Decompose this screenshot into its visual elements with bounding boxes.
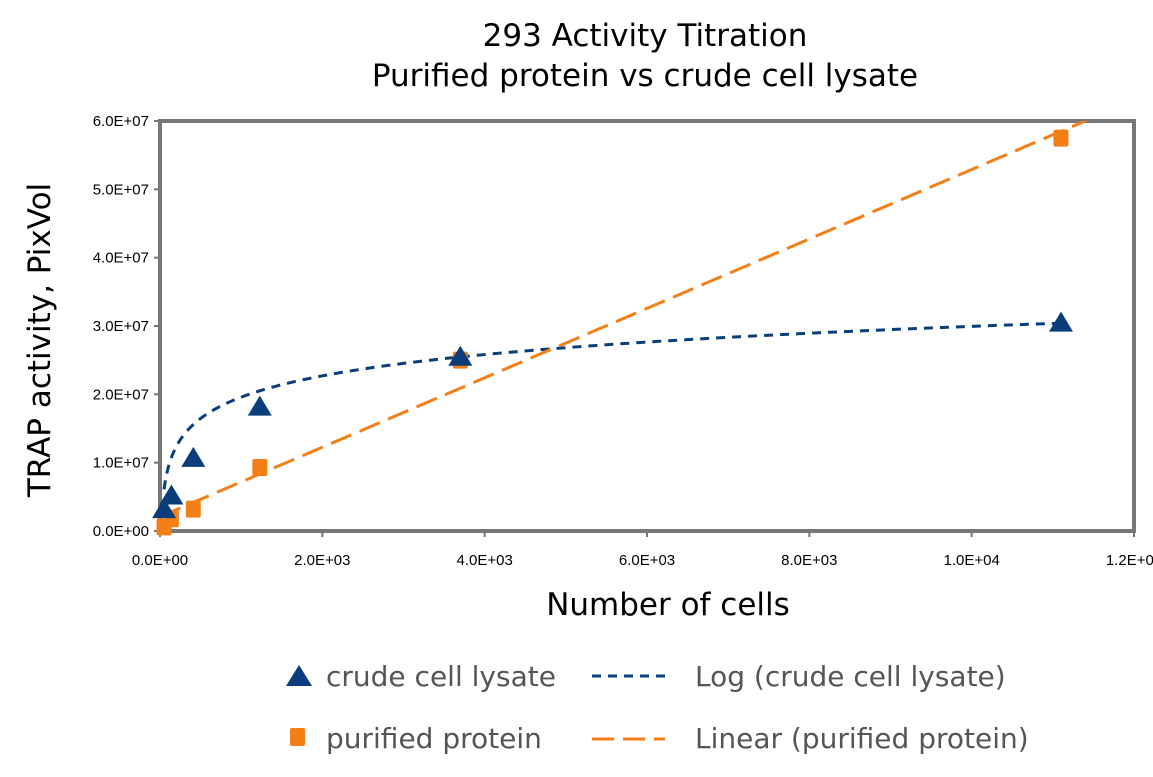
x-tick-label: 1.0E+04: [944, 552, 1000, 569]
trendline-linear: [160, 121, 1089, 519]
y-tick-label: 2.0E+07: [93, 386, 149, 403]
chart-title-line-2: Purified protein vs crude cell lysate: [372, 58, 918, 94]
crude-lysate-point: [181, 446, 206, 467]
legend-label-crude-cell-lysate: crude cell lysate: [326, 660, 556, 693]
legend-label-purified-protein: purified protein: [326, 722, 542, 755]
y-tick-label: 6.0E+07: [93, 113, 149, 130]
purified-protein-point: [1053, 129, 1069, 147]
x-axis-title: Number of cells: [546, 587, 790, 623]
legend-marker-square: [290, 728, 305, 746]
legend-label-log-trend: Log (crude cell lysate): [695, 660, 1006, 693]
crude-lysate-point: [152, 498, 177, 519]
crude-lysate-point: [1049, 311, 1073, 332]
crude-lysate-point: [247, 395, 272, 416]
x-tick-label: 2.0E+03: [294, 552, 350, 569]
x-tick-label: 8.0E+03: [781, 552, 837, 569]
chart-title-line-1: 293 Activity Titration: [483, 18, 808, 54]
y-tick-label: 5.0E+07: [93, 181, 149, 198]
y-tick-label: 1.0E+07: [93, 455, 149, 472]
y-tick-label: 0.0E+00: [93, 523, 149, 540]
legend-marker-triangle: [286, 665, 312, 686]
x-axis-ticks: 0.0E+00 2.0E+03 4.0E+03 6.0E+03 8.0E+03 1.0E+…: [132, 531, 1153, 569]
x-tick-label: 4.0E+03: [457, 552, 513, 569]
x-tick-label: 0.0E+00: [132, 552, 188, 569]
y-axis-title: TRAP activity, PixVol: [22, 183, 58, 498]
trendline-log: [162, 321, 1062, 490]
y-tick-label: 3.0E+07: [93, 318, 149, 335]
data-points-layer: [152, 129, 1073, 536]
legend: crude cell lysate Log (crude cell lysate…: [286, 660, 1029, 755]
trendlines-layer: [160, 121, 1089, 519]
legend-label-linear-trend: Linear (purified protein): [695, 722, 1029, 755]
purified-protein-point: [252, 458, 268, 476]
crude-lysate-point: [448, 345, 473, 366]
purified-protein-point: [185, 500, 201, 518]
y-axis-ticks: 0.0E+00 1.0E+07 2.0E+07 3.0E+07 4.0E+07 5.0E+…: [93, 113, 160, 540]
crude-lysate-point: [159, 484, 184, 505]
x-tick-label: 1.2E+04: [1106, 552, 1153, 569]
y-tick-label: 4.0E+07: [93, 250, 149, 267]
x-tick-label: 6.0E+03: [619, 552, 675, 569]
